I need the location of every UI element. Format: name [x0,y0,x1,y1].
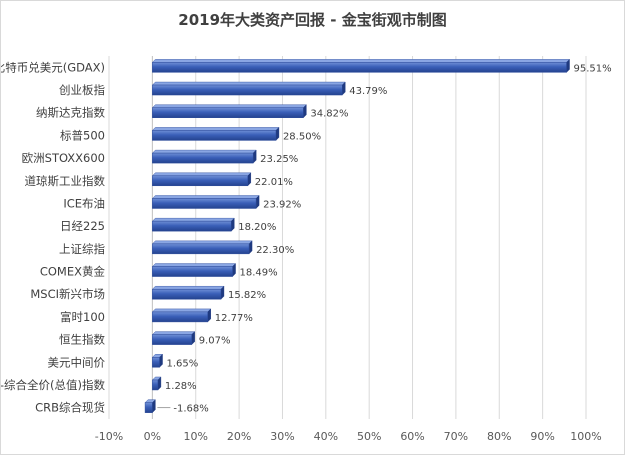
category-label: 纳斯达克指数 [36,106,105,120]
bar-face [152,152,254,164]
bar [151,353,164,368]
bar-face [152,357,160,368]
labels: 比特币兑美元(GDAX) 95.51% 创业板指 43.79% 纳斯达克指数 34.82%… [1,60,612,414]
data-label: 12.77% [215,313,253,324]
category-label: 标普500 [60,128,105,142]
category-label: 富时100 [60,310,105,324]
bar-face [152,311,208,323]
bar-face [152,266,233,277]
bar-top [151,81,346,86]
bar-top [151,331,196,335]
bar-top [151,308,212,313]
bar [151,285,225,300]
category-label: 欧洲STOXX600 [22,151,105,165]
gridlines [108,56,587,419]
bars [144,58,571,414]
data-label: 43.79% [349,86,387,97]
data-label: 9.07% [199,336,231,347]
x-tick-label: 80% [487,430,511,443]
bar [151,308,212,323]
bar [151,263,237,278]
bar-face [152,379,159,391]
category-label: 中债-综合全价(总值)指数 [1,378,105,392]
data-label: 23.92% [263,199,301,210]
x-tick-label: 20% [227,430,251,443]
bar-face [152,175,249,187]
data-label: 23.25% [260,154,298,165]
x-tick-label: 30% [270,430,294,443]
x-tick-label: 70% [444,430,468,443]
bar-face [152,84,343,96]
x-tick-label: 100% [570,430,601,443]
bar [151,172,252,187]
data-label: 18.49% [240,268,278,279]
bar-top [151,59,571,63]
bar [151,149,257,164]
x-tick-label: 0% [144,430,161,443]
bar [151,58,571,73]
chart-title: 2019年大类资产回报 - 金宝街观市制图 [178,11,447,29]
x-tick-label: 90% [530,430,554,443]
category-label: 恒生指数 [59,333,105,347]
bar-top [151,263,237,267]
category-label: 上证综指 [59,242,105,256]
bar-face [152,243,250,255]
category-label: 美元中间价 [48,355,106,369]
bar-face [152,220,232,232]
bar [151,126,280,141]
bar-face [152,107,304,118]
data-label: 28.50% [283,131,321,142]
bar-top [151,127,280,131]
bar-top [151,104,307,108]
data-label: 1.28% [165,381,197,392]
category-label: MSCI新兴市场 [30,287,105,301]
bar [151,81,346,96]
data-label: 1.65% [167,358,199,369]
x-tick-label: 50% [357,430,381,443]
bar-face [152,130,277,141]
x-tick-label: 60% [400,430,424,443]
data-label: 15.82% [228,290,266,301]
data-label: 95.51% [574,63,612,74]
bar-face [152,62,567,73]
bar [151,104,307,119]
category-label: 比特币兑美元(GDAX) [1,60,105,74]
bar [151,376,162,391]
bar [144,399,156,414]
bar [151,194,260,209]
bar-top [151,172,252,176]
bar-top [151,149,257,154]
category-label: CRB综合现货 [35,401,105,415]
bar-face [152,288,222,300]
bar-face [152,334,192,345]
x-tick-label: -10% [95,430,123,443]
data-label: 22.01% [255,177,293,188]
category-label: 日经225 [60,219,105,233]
bar [151,217,235,232]
category-label: 创业板指 [59,83,105,97]
bar [151,240,253,255]
data-label: 34.82% [310,109,348,120]
bar-top [151,195,260,199]
bar [151,331,196,346]
category-label: ICE布油 [63,196,105,210]
data-label: 22.30% [256,245,294,256]
bar-top [151,286,225,290]
x-tick-label: 10% [184,430,208,443]
bar-face [144,402,153,413]
data-label: -1.68% [173,404,208,415]
bar-top [151,240,253,245]
bar-face [152,198,257,209]
data-label: 18.20% [238,222,276,233]
category-label: 道琼斯工业指数 [25,174,106,188]
x-tick-label: 40% [314,430,338,443]
category-label: COMEX黄金 [40,265,106,279]
bar-top [151,217,235,222]
